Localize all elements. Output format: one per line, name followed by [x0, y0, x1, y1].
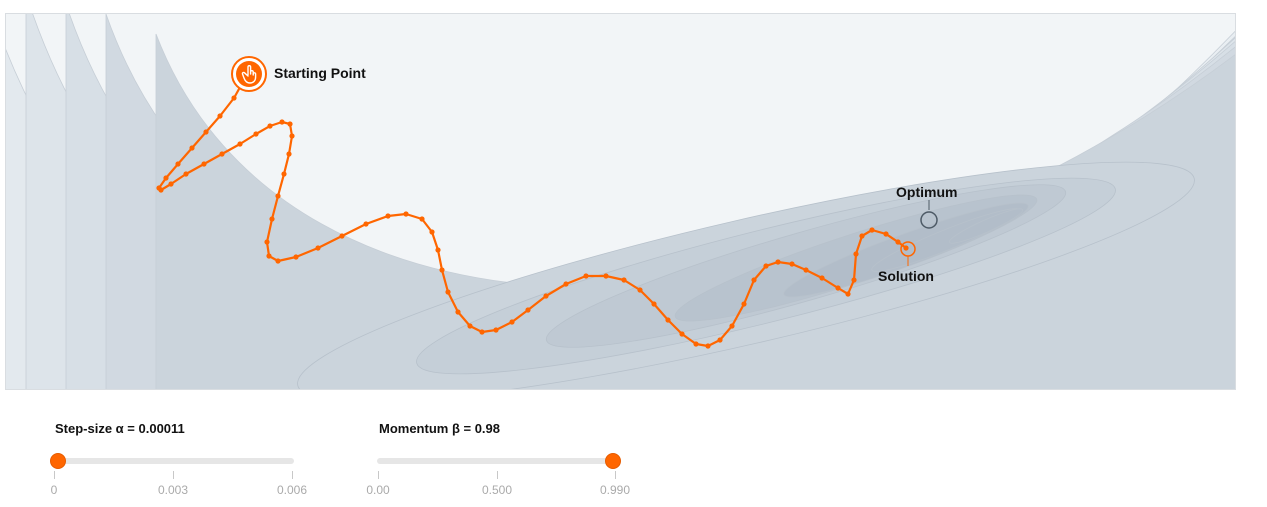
optimization-path [156, 77, 909, 349]
path-point [853, 251, 859, 257]
path-point [509, 319, 515, 325]
path-point [621, 277, 627, 283]
solution-label: Solution [878, 268, 934, 284]
step-size-tick-mid: 0.003 [157, 483, 189, 497]
path-point [293, 254, 299, 260]
path-point [859, 233, 865, 239]
step-size-track[interactable] [54, 458, 294, 464]
path-point [819, 275, 825, 281]
path-point [763, 263, 769, 269]
path-point [845, 291, 851, 297]
path-point [751, 277, 757, 283]
path-point [525, 307, 531, 313]
path-point [275, 193, 281, 199]
path-point [603, 273, 609, 279]
step-size-tick-min: 0 [50, 483, 58, 497]
momentum-label: Momentum β = 0.98 [379, 421, 500, 436]
path-point [493, 327, 499, 333]
optimum-marker [920, 200, 938, 229]
momentum-tick-max: 0.990 [599, 483, 631, 497]
path-point [231, 95, 237, 101]
path-point [168, 181, 174, 187]
path-point [679, 331, 685, 337]
path-point [803, 267, 809, 273]
path-point [339, 233, 345, 239]
step-size-thumb[interactable] [50, 453, 67, 469]
path-point [439, 267, 445, 273]
path-point [883, 231, 889, 237]
path-point [267, 123, 273, 129]
path-point [651, 301, 657, 307]
path-point [275, 258, 281, 264]
path-point [479, 329, 485, 335]
path-point [264, 239, 270, 245]
contour-canvas [6, 14, 1235, 389]
starting-point-handle[interactable] [231, 56, 267, 92]
path-point [219, 151, 225, 157]
path-point [729, 323, 735, 329]
step-size-label: Step-size α = 0.00011 [55, 421, 185, 436]
path-point [237, 141, 243, 147]
path-point [789, 261, 795, 267]
path-point [315, 245, 321, 251]
path-point [903, 245, 909, 251]
loss-contour-plot[interactable]: Starting Point Optimum Solution [5, 13, 1236, 390]
path-point [869, 227, 875, 233]
path-point [189, 145, 195, 151]
optimum-label: Optimum [896, 184, 958, 200]
path-point [835, 285, 841, 291]
momentum-tick-mid: 0.500 [481, 483, 513, 497]
path-point [637, 287, 643, 293]
path-point [583, 273, 589, 279]
path-point [435, 247, 441, 253]
path-point [741, 301, 747, 307]
path-point [217, 113, 223, 119]
path-point [705, 343, 711, 349]
path-point [429, 229, 435, 235]
path-point [253, 131, 259, 137]
path-point [851, 277, 857, 283]
path-point [467, 323, 473, 329]
path-point [363, 221, 369, 227]
path-point [455, 309, 461, 315]
path-point [289, 133, 295, 139]
path-point [563, 281, 569, 287]
path-point [203, 129, 209, 135]
path-point [895, 239, 901, 245]
step-size-tick-max: 0.006 [276, 483, 308, 497]
path-point [403, 211, 409, 217]
solution-marker [900, 241, 916, 266]
path-point [775, 259, 781, 265]
contour-lines [6, 14, 1235, 389]
hand-pointer-icon [241, 65, 257, 84]
path-point [175, 161, 181, 167]
path-point [183, 171, 189, 177]
path-point [543, 293, 549, 299]
optimum-circle [920, 211, 938, 229]
path-point [266, 253, 272, 259]
path-point [281, 171, 287, 177]
path-point [385, 213, 391, 219]
path-point [693, 341, 699, 347]
path-point [445, 289, 451, 295]
path-point [287, 121, 293, 127]
path-point [717, 337, 723, 343]
path-point [665, 317, 671, 323]
path-point [158, 187, 164, 193]
starting-point-label: Starting Point [274, 65, 366, 81]
momentum-thumb[interactable] [604, 453, 621, 469]
momentum-tick-min: 0.00 [366, 483, 390, 497]
path-point [286, 151, 292, 157]
path-point [419, 216, 425, 222]
path-point [279, 119, 285, 125]
path-point [269, 216, 275, 222]
path-point [201, 161, 207, 167]
momentum-track[interactable] [377, 458, 615, 464]
path-point [163, 175, 169, 181]
